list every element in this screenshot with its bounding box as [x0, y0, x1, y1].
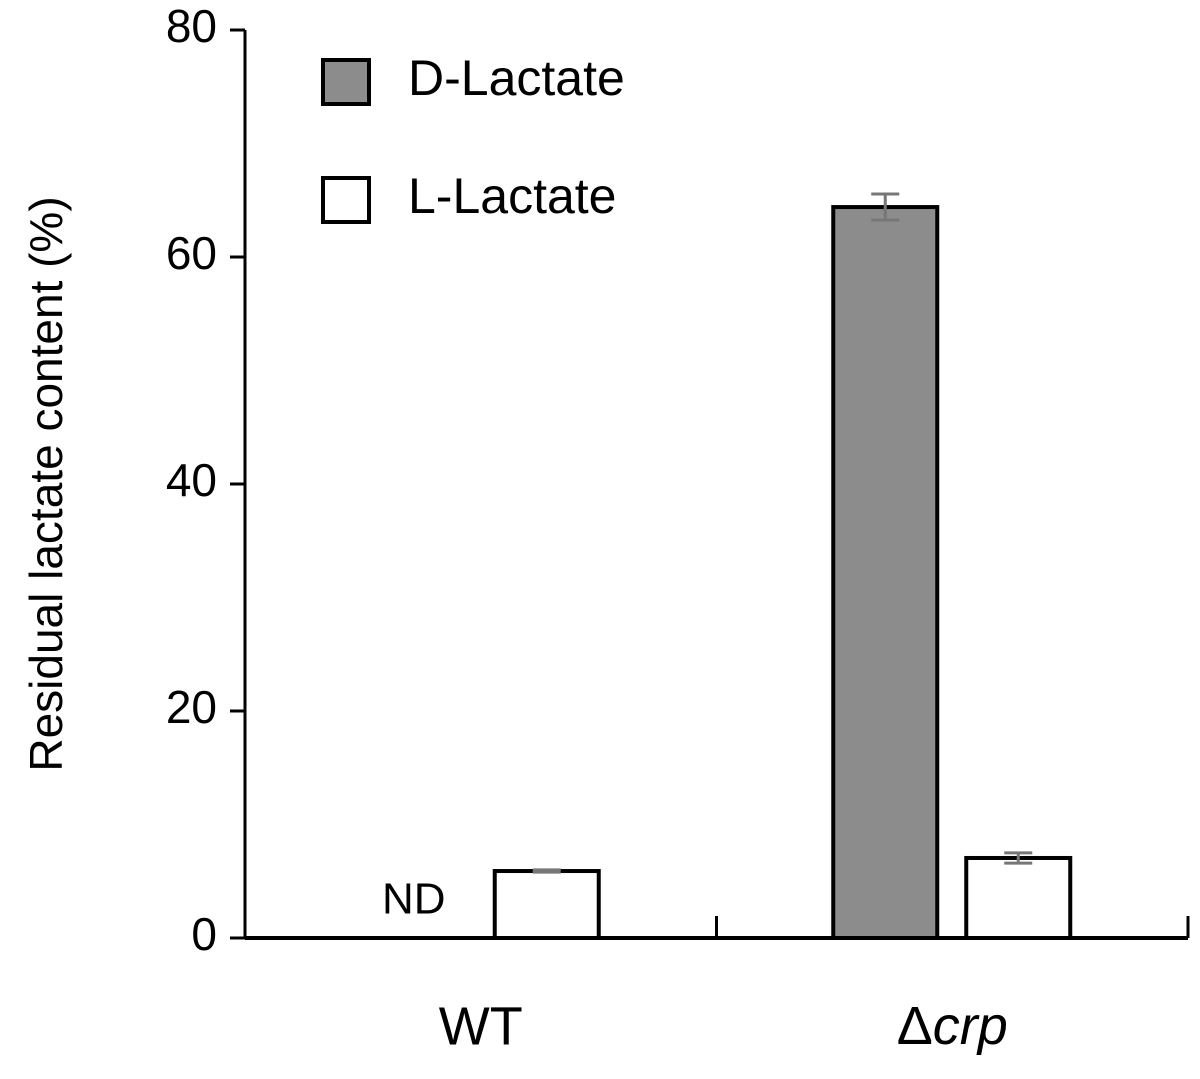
legend-label: D-Lactate — [408, 50, 625, 106]
legend-swatch — [321, 58, 371, 106]
error-bar — [871, 192, 900, 222]
bar — [964, 855, 1073, 940]
y-tick-label: 80 — [166, 0, 217, 52]
legend-swatch — [321, 176, 371, 224]
y-tick-label: 20 — [166, 681, 217, 733]
annotation: ND — [382, 875, 446, 924]
error-bar — [1004, 851, 1033, 865]
x-tick-label: Δcrp — [897, 996, 1008, 1056]
error-bar — [532, 868, 561, 874]
bar — [831, 205, 940, 940]
y-axis-label: Residual lactate content (%) — [20, 196, 72, 771]
legend-label: L-Lactate — [408, 168, 616, 224]
y-tick-label: 0 — [191, 908, 217, 960]
y-tick-label: 60 — [166, 227, 217, 279]
bar — [492, 869, 601, 940]
y-tick-label: 40 — [166, 454, 217, 506]
x-tick-label: WT — [439, 996, 523, 1056]
